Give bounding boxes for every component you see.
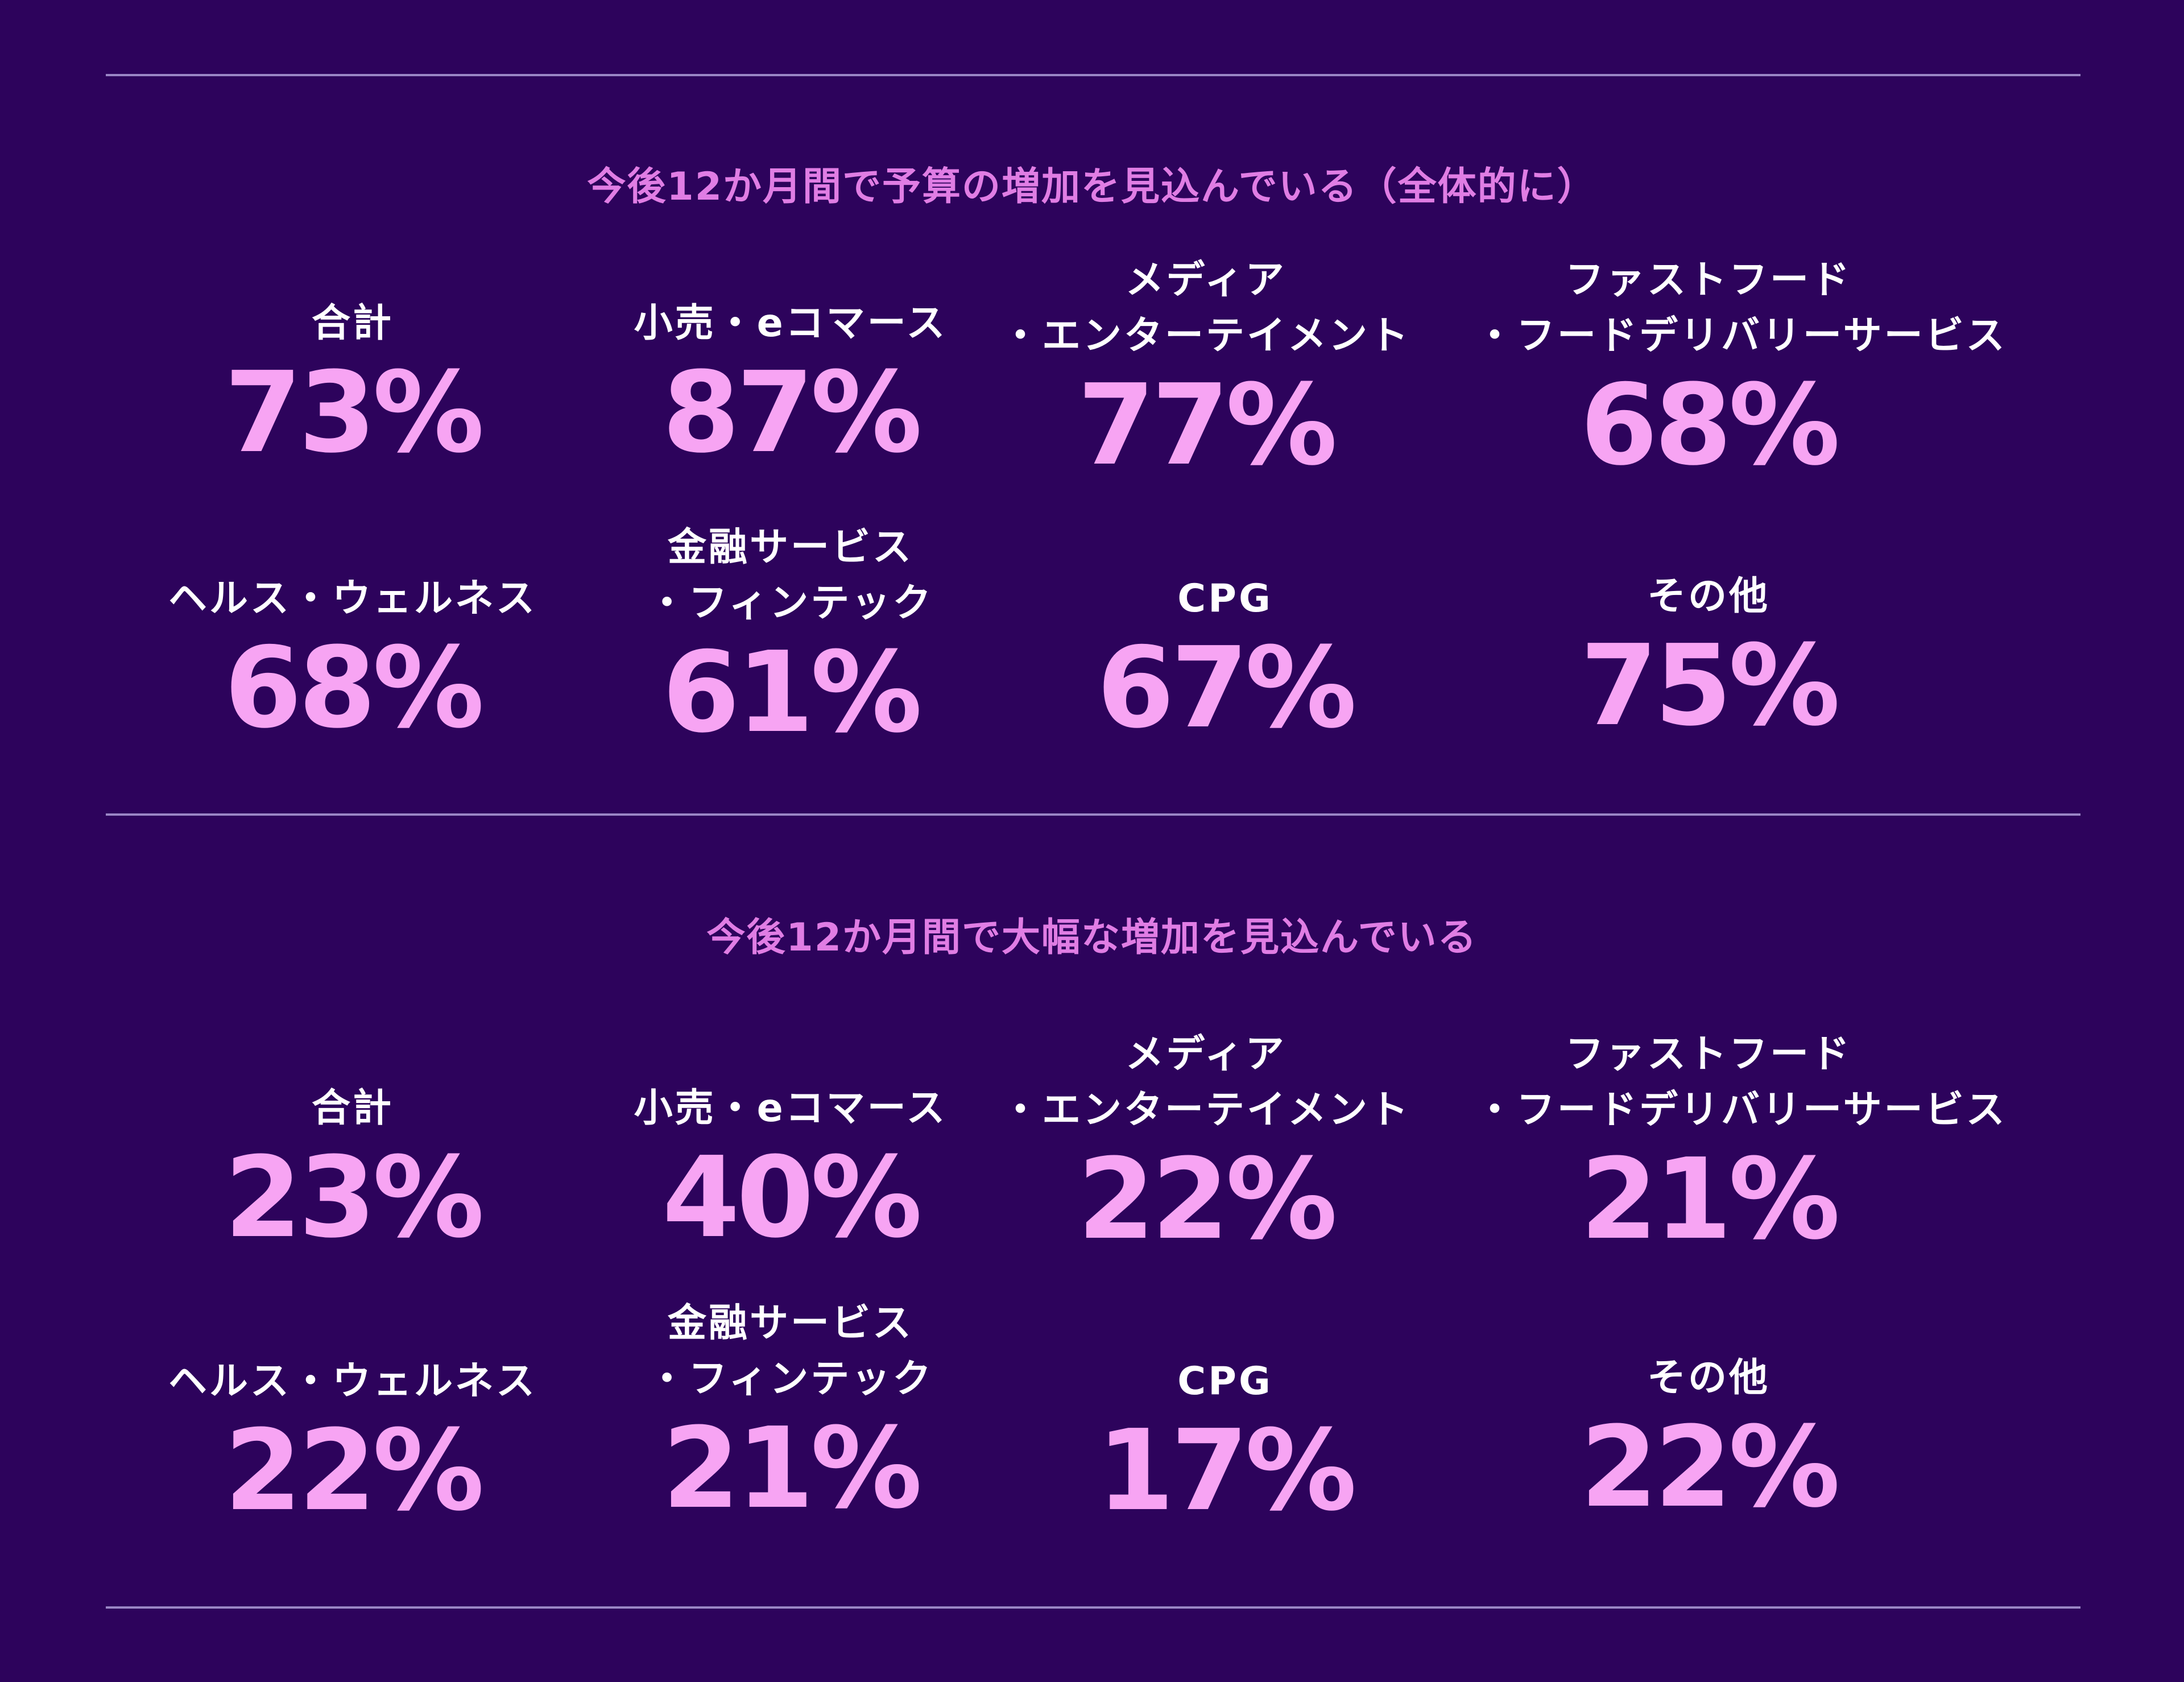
stat-label-line: ・エンターテイメント	[1000, 313, 1410, 358]
stat-financial-fintech: 金融サービス ・フィンテック 21%	[557, 1296, 1024, 1526]
divider-middle	[106, 813, 2080, 816]
section-title: 今後12か月間で大幅な増加を見込んでいる	[706, 915, 1478, 960]
stat-label-line: ヘルス・ウェルネス	[168, 576, 537, 621]
stat-label-line: 金融サービス	[667, 525, 913, 570]
stat-total: 合計 23%	[119, 1081, 586, 1255]
stat-label-line: 合計	[311, 301, 394, 346]
stat-label-line: メディア	[1125, 258, 1287, 303]
divider-bottom	[106, 1606, 2080, 1609]
stat-value: 22%	[1580, 1403, 1840, 1532]
stat-value: 87%	[662, 348, 922, 478]
stat-label-line: ファストフード	[1565, 258, 1852, 303]
stat-value: 17%	[1097, 1406, 1356, 1536]
stat-label: その他	[1475, 1350, 1942, 1406]
stat-label: ファストフード ・フードデリバリーサービス	[1475, 253, 2007, 364]
stat-label-line: ・フィンテック	[647, 581, 934, 626]
stat-label-line: 金融サービス	[667, 1301, 913, 1346]
stat-label: メディア ・エンターテイメント	[973, 253, 1439, 364]
stat-value: 23%	[224, 1133, 484, 1263]
stat-fastfood-delivery: ファストフード ・フードデリバリーサービス 68%	[1475, 253, 2007, 490]
stat-value: 22%	[224, 1406, 484, 1536]
stat-other: その他 22%	[1475, 1350, 1942, 1524]
divider-top	[106, 74, 2080, 76]
stat-media-entertainment: メディア ・エンターテイメント 77%	[973, 253, 1439, 482]
section-title: 今後12か月間で予算の増加を見込んでいる（全体的に）	[587, 164, 1597, 209]
stat-value: 22%	[1077, 1135, 1337, 1264]
stat-label-line: ・フードデリバリーサービス	[1475, 1088, 2007, 1133]
stat-label-line: ・フードデリバリーサービス	[1475, 313, 2007, 358]
stat-label: ヘルス・ウェルネス	[119, 1354, 586, 1410]
stat-label-line: その他	[1647, 1355, 1770, 1400]
stat-value: 40%	[662, 1133, 922, 1263]
stat-fastfood-delivery: ファストフード ・フードデリバリーサービス 21%	[1475, 1027, 2007, 1264]
stat-value: 61%	[662, 628, 922, 758]
stat-label-line: ヘルス・ウェルネス	[168, 1359, 537, 1404]
stat-media-entertainment: メディア ・エンターテイメント 22%	[973, 1027, 1439, 1257]
stat-label-line: CPG	[1177, 1359, 1273, 1404]
stat-value: 75%	[1580, 621, 1840, 751]
stat-label-line: ファストフード	[1565, 1032, 1852, 1077]
stat-health-wellness: ヘルス・ウェルネス 68%	[119, 571, 586, 745]
stat-value: 77%	[1077, 361, 1337, 490]
stat-label-line: メディア	[1125, 1032, 1287, 1077]
stat-other: その他 75%	[1475, 569, 1942, 743]
stat-retail-ecommerce: 小売・eコマース 87%	[557, 296, 1024, 470]
stat-label-line: 小売・eコマース	[634, 301, 948, 346]
stat-label: 小売・eコマース	[557, 296, 1024, 352]
stat-total: 合計 73%	[119, 296, 586, 470]
stat-label-line: CPG	[1177, 576, 1273, 621]
stat-health-wellness: ヘルス・ウェルネス 22%	[119, 1354, 586, 1528]
stat-label-line: その他	[1647, 574, 1770, 619]
stat-value: 21%	[1580, 1135, 1840, 1264]
stat-value: 67%	[1097, 623, 1356, 753]
stat-retail-ecommerce: 小売・eコマース 40%	[557, 1081, 1024, 1255]
stat-label: ファストフード ・フードデリバリーサービス	[1475, 1027, 2007, 1138]
stat-label: 合計	[119, 1081, 586, 1137]
stat-label: ヘルス・ウェルネス	[119, 571, 586, 627]
stat-label: CPG	[992, 571, 1458, 627]
stat-label-line: 合計	[311, 1086, 394, 1131]
stat-label: 金融サービス ・フィンテック	[557, 1296, 1024, 1407]
stat-label-line: ・エンターテイメント	[1000, 1088, 1410, 1133]
stat-value: 21%	[662, 1404, 922, 1534]
stat-label: メディア ・エンターテイメント	[973, 1027, 1439, 1138]
stat-label-line: ・フィンテック	[647, 1357, 934, 1402]
stat-label: 金融サービス ・フィンテック	[557, 520, 1024, 631]
stat-label-line: 小売・eコマース	[634, 1086, 948, 1131]
stat-label: CPG	[992, 1354, 1458, 1410]
stat-value: 68%	[224, 623, 484, 753]
stat-financial-fintech: 金融サービス ・フィンテック 61%	[557, 520, 1024, 750]
stat-cpg: CPG 17%	[992, 1354, 1458, 1528]
stat-value: 73%	[224, 348, 484, 478]
stat-value: 68%	[1580, 361, 1840, 490]
stat-label: 小売・eコマース	[557, 1081, 1024, 1137]
stat-cpg: CPG 67%	[992, 571, 1458, 745]
stat-label: その他	[1475, 569, 1942, 625]
stat-label: 合計	[119, 296, 586, 352]
